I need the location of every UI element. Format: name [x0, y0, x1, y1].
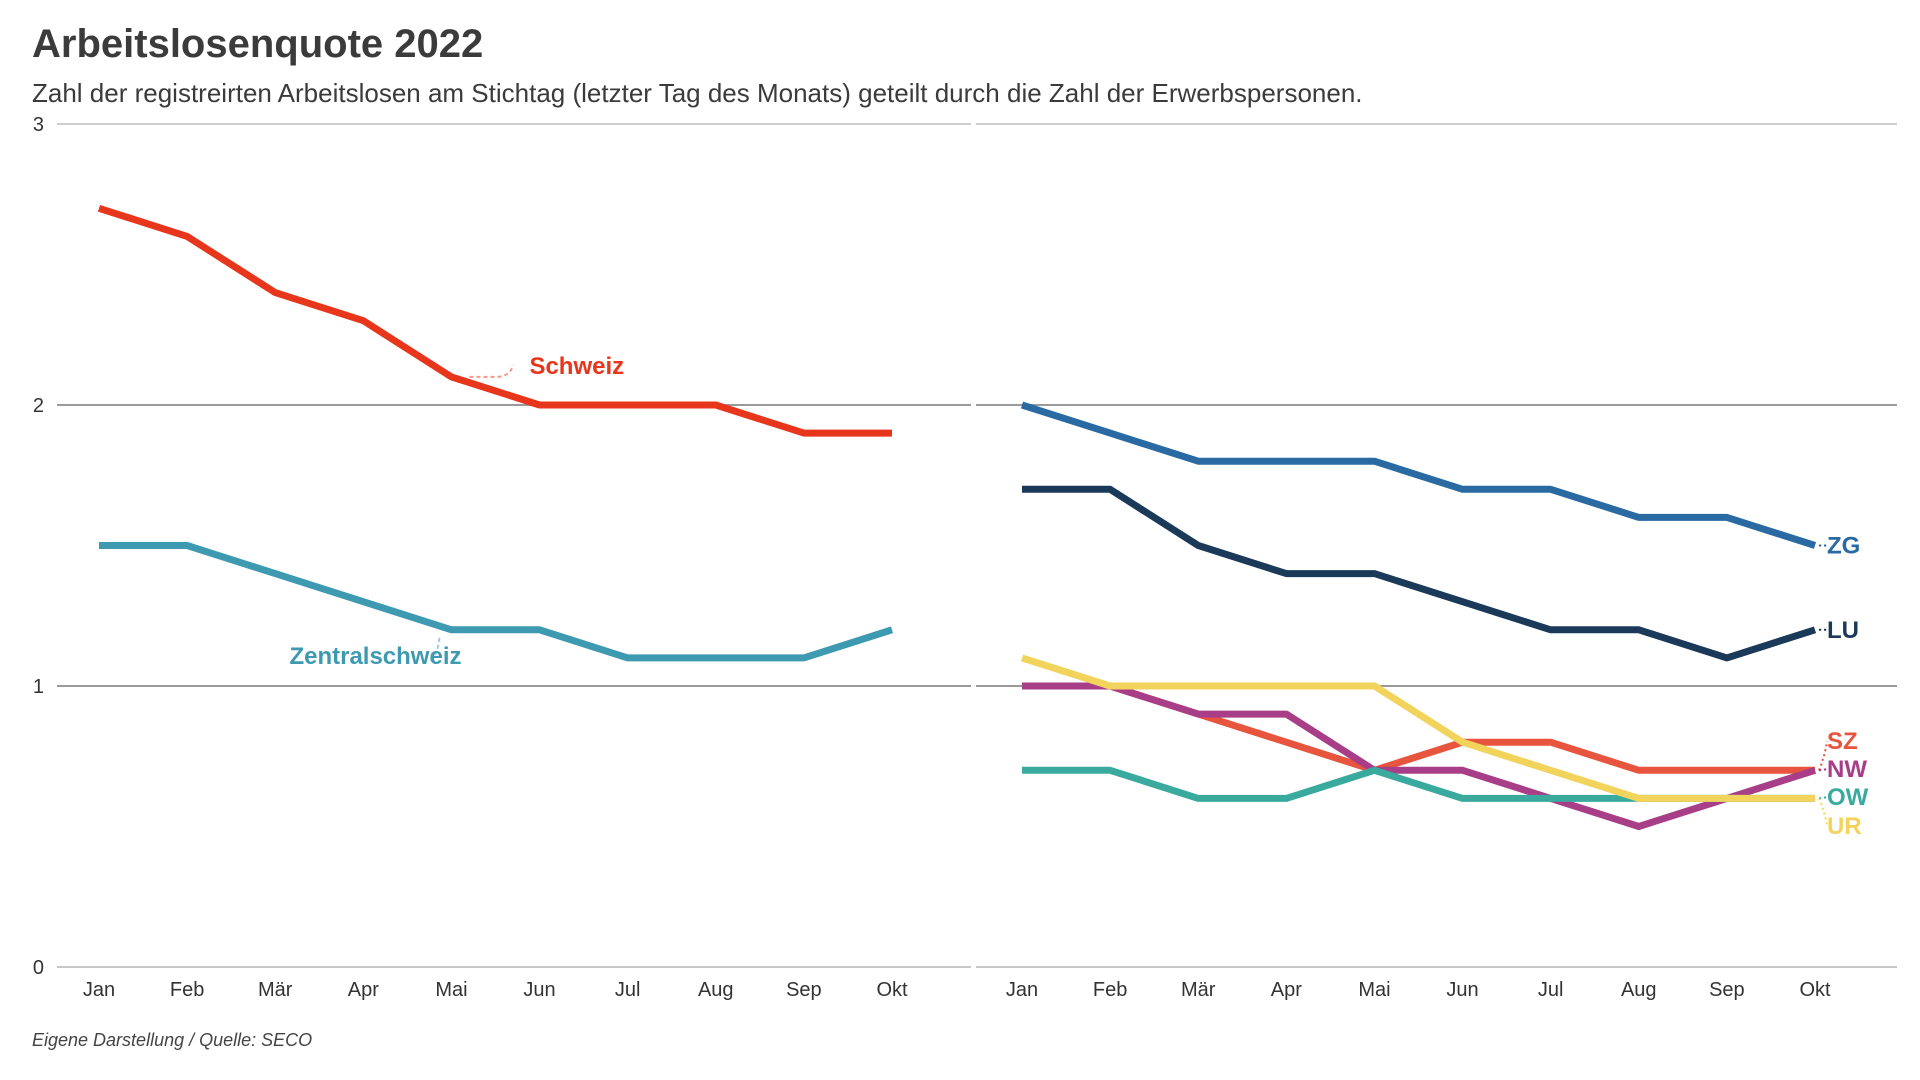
left-x-tick-label: Jul	[615, 979, 641, 1001]
left-x-tick-label: Mai	[435, 979, 467, 1001]
left-x-tick-label: Feb	[170, 979, 204, 1001]
zentralschweiz-label-connector	[428, 637, 441, 663]
y-tick-label-2: 2	[33, 395, 44, 417]
left-x-tick-label: Mär	[258, 979, 293, 1001]
source-note: Eigene Darstellung / Quelle: SECO	[32, 1030, 313, 1050]
y-tick-label-3: 3	[33, 114, 44, 136]
right-x-tick-label: Mai	[1358, 979, 1390, 1001]
left-x-tick-label: Aug	[698, 979, 734, 1001]
series-line-zentralschweiz	[99, 542, 894, 662]
series-line-lu	[1022, 485, 1817, 662]
left-x-tick-label: Jan	[83, 979, 115, 1001]
schweiz-label-connector	[469, 364, 515, 378]
y-tick-label-0: 0	[33, 957, 44, 979]
right-x-tick-label: Okt	[1799, 979, 1831, 1001]
right-x-tick-label: Jan	[1006, 979, 1038, 1001]
chart-title: Arbeitslosenquote 2022	[32, 22, 484, 66]
left-x-tick-label: Sep	[786, 979, 822, 1001]
left-x-tick-label: Apr	[348, 979, 379, 1001]
series-label-schweiz: Schweiz	[529, 353, 624, 380]
series-connector-sz	[1818, 740, 1828, 771]
series-label-sz: SZ	[1827, 728, 1858, 755]
series-connector-ow	[1818, 796, 1828, 800]
series-label-nw: NW	[1827, 756, 1867, 783]
series-label-lu: LU	[1827, 617, 1859, 644]
series-label-zg: ZG	[1827, 533, 1860, 560]
series-line-ur	[1020, 654, 1815, 802]
series-connector-nw	[1818, 768, 1828, 772]
series-line-nw	[1022, 682, 1817, 830]
right-x-tick-label: Jun	[1446, 979, 1478, 1001]
y-tick-label-1: 1	[33, 676, 44, 698]
chart-subtitle: Zahl der registreirten Arbeitslosen am S…	[32, 78, 1363, 108]
right-x-tick-label: Mär	[1181, 979, 1216, 1001]
series-line-schweiz	[97, 204, 892, 437]
left-x-tick-label: Jun	[523, 979, 555, 1001]
series-label-zentralschweiz: Zentralschweiz	[289, 643, 461, 670]
right-x-tick-label: Aug	[1621, 979, 1657, 1001]
series-label-ur: UR	[1827, 813, 1862, 840]
series-label-ow: OW	[1827, 784, 1869, 811]
right-x-tick-label: Sep	[1709, 979, 1745, 1001]
right-x-tick-label: Feb	[1093, 979, 1127, 1001]
right-x-tick-label: Apr	[1271, 979, 1302, 1001]
series-connector-ur	[1818, 798, 1828, 827]
series-line-zg	[1020, 401, 1817, 549]
series-line-ow	[1022, 766, 1815, 802]
left-x-tick-label: Okt	[876, 979, 908, 1001]
right-x-tick-label: Jul	[1538, 979, 1564, 1001]
